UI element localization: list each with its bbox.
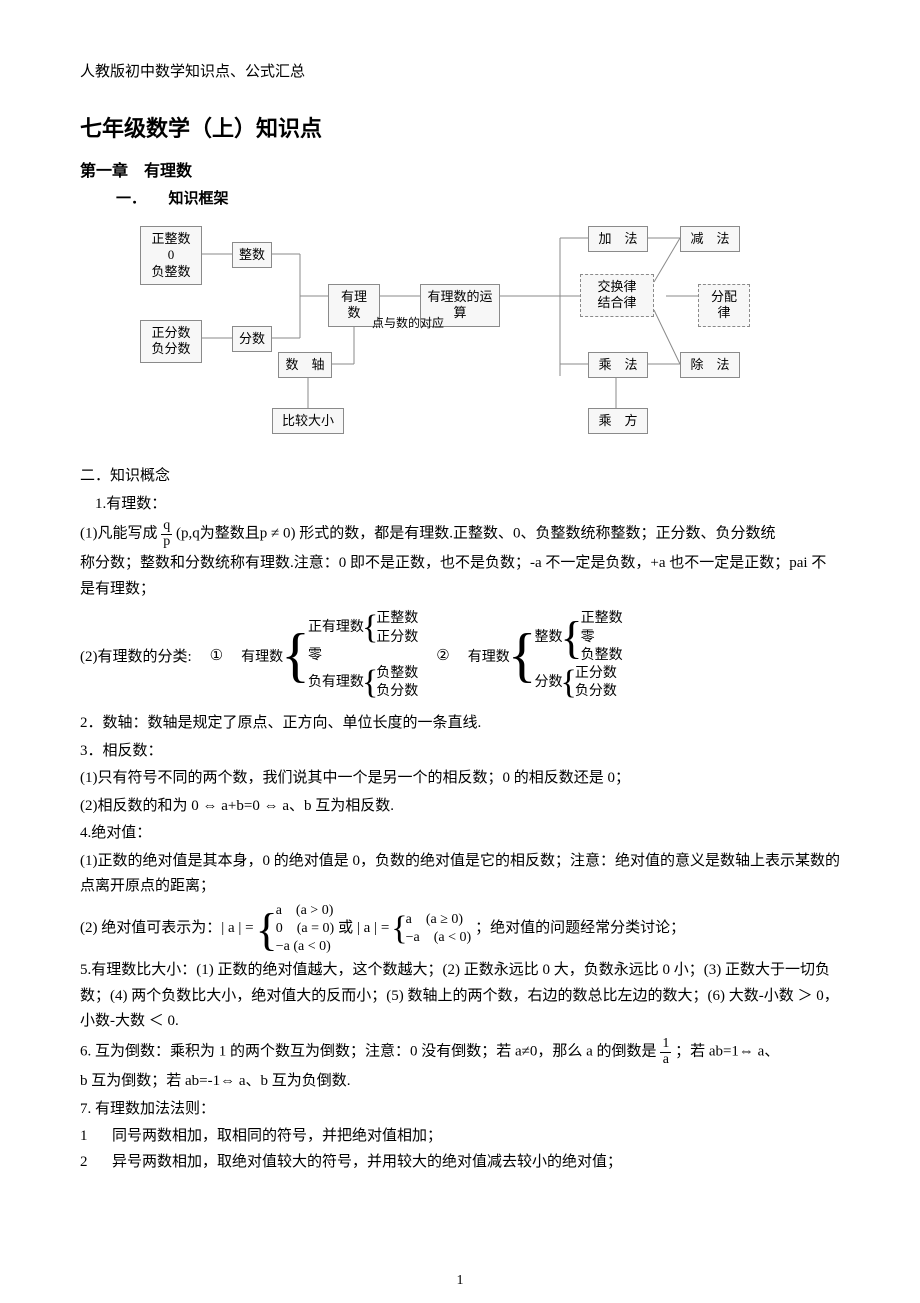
classification-row: (2)有理数的分类: ① 有理数 { 正有理数 { 正整数 正分数 零 [80, 610, 840, 701]
frac-1-over-a: 1 a [660, 1037, 671, 1067]
list-num-2: 2 [80, 1150, 112, 1176]
p1b: 称分数；整数和分数统称有理数.注意：0 即不是正数，也不是负数；-a 不一定是负… [80, 551, 840, 602]
class-two: 有理数 { 整数 { 正整数 零 负整数 分数 { [468, 610, 623, 701]
p3a: (1)只有符号不同的两个数，我们说其中一个是另一个的相反数；0 的相反数还是 0… [80, 766, 840, 792]
zero-1: 零 [308, 647, 418, 665]
abs-piecewise-1: { a (a > 0) 0 (a = 0) −a (a < 0) [258, 902, 335, 957]
p5: 5.有理数比大小：(1) 正数的绝对值越大，这个数越大；(2) 正数永远比 0 … [80, 958, 840, 1035]
pos-rational: 正有理数 [308, 619, 364, 637]
list-num-1: 1 [80, 1124, 112, 1150]
class-two-label: ② [436, 646, 449, 665]
neg-frac-1: 负分数 [376, 683, 418, 701]
box-integers-list: 正整数0负整数 [140, 226, 202, 285]
class-root-1: 有理数 [241, 646, 283, 666]
p2: 2．数轴：数轴是规定了原点、正方向、单位长度的一条直线. [80, 711, 840, 737]
p4b-pre: (2) 绝对值可表示为：| a | = [80, 916, 254, 942]
box-number-line: 数 轴 [278, 352, 332, 378]
addition-rules-list: 1 同号两数相加，取相同的符号，并把绝对值相加； 2 异号两数相加，取绝对值较大… [80, 1124, 840, 1175]
p3: 3．相反数： [80, 739, 840, 765]
p7a: 同号两数相加，取相同的符号，并把绝对值相加； [112, 1124, 442, 1150]
abs2-r1: a (a ≥ 0) [406, 911, 472, 929]
label-point-number: 点与数的对应 [372, 314, 444, 331]
p3b: (2)相反数的和为 0 ⇔ a+b=0 ⇔ a、b 互为相反数. [80, 794, 840, 820]
p6b: b 互为倒数；若 ab=-1⇔ a、b 互为负倒数. [80, 1069, 840, 1095]
neg-frac-2: 负分数 [575, 683, 617, 701]
box-fractions-list: 正分数负分数 [140, 320, 202, 363]
frac-numer: q [161, 519, 172, 535]
class-one: 有理数 { 正有理数 { 正整数 正分数 零 负有理数 { [241, 610, 418, 701]
class-label: (2)有理数的分类: [80, 645, 192, 666]
frac-2: 分数 [535, 674, 563, 692]
neg-int-2: 负整数 [581, 647, 623, 665]
class-one-label: ① [210, 646, 223, 665]
box-laws: 交换律结合律 [580, 274, 654, 317]
p6-pre: 6. 互为倒数：乘积为 1 的两个数互为倒数；注意：0 没有倒数；若 a≠0，那… [80, 1044, 660, 1060]
box-power: 乘 方 [588, 408, 648, 434]
p1a: (1)凡能写成 q p (p,q为整数且p ≠ 0) 形式的数，都是有理数.正整… [80, 519, 840, 549]
pos-int-1: 正整数 [376, 610, 418, 628]
box-fractions: 分数 [232, 326, 272, 352]
frac-denom: p [161, 535, 172, 550]
knowledge-diagram: 正整数0负整数 整数 正分数负分数 分数 有理数 有理数的运算 点与数的对应 数… [140, 216, 780, 446]
page: 人教版初中数学知识点、公式汇总 七年级数学（上）知识点 第一章 有理数 一． 知… [0, 0, 920, 1303]
p1a-post: (p,q为整数且p ≠ 0) 形式的数，都是有理数.正整数、0、负整数统称整数；… [176, 526, 775, 542]
p1: 1.有理数： [80, 492, 840, 518]
abs2-r2: −a (a < 0) [406, 929, 472, 947]
p7: 7. 有理数加法法则： [80, 1097, 840, 1123]
frac-1-n: 1 [660, 1037, 671, 1053]
pos-int-2: 正整数 [581, 610, 623, 628]
box-mul: 乘 法 [588, 352, 648, 378]
abs-piecewise-2: { a (a ≥ 0) −a (a < 0) [393, 911, 471, 947]
title: 七年级数学（上）知识点 [80, 111, 840, 143]
list-item: 1 同号两数相加，取相同的符号，并把绝对值相加； [80, 1124, 840, 1150]
p4: 4.绝对值： [80, 821, 840, 847]
box-integers: 整数 [232, 242, 272, 268]
p6-post: ；若 ab=1⇔ a、 [675, 1044, 779, 1060]
p7b: 异号两数相加，取绝对值较大的符号，并用较大的绝对值减去较小的绝对值； [112, 1150, 622, 1176]
p1a-pre: (1)凡能写成 [80, 526, 161, 542]
p4b-mid: 或 | a | = [338, 916, 389, 942]
box-distributive: 分配律 [698, 284, 750, 327]
section-1-heading: 一． 知识框架 [116, 187, 840, 208]
neg-rational: 负有理数 [308, 674, 364, 692]
box-compare: 比较大小 [272, 408, 344, 434]
section-2-heading: 二．知识概念 [80, 464, 840, 490]
class-root-2: 有理数 [468, 646, 510, 666]
p4b: (2) 绝对值可表示为：| a | = { a (a > 0) 0 (a = 0… [80, 902, 840, 957]
p6: 6. 互为倒数：乘积为 1 的两个数互为倒数；注意：0 没有倒数；若 a≠0，那… [80, 1037, 840, 1067]
box-add: 加 法 [588, 226, 648, 252]
pos-frac-2: 正分数 [575, 665, 617, 683]
page-number: 1 [0, 1273, 920, 1289]
pos-frac-1: 正分数 [376, 629, 418, 647]
p4a: (1)正数的绝对值是其本身，0 的绝对值是 0，负数的绝对值是它的相反数；注意：… [80, 849, 840, 900]
abs1-r1: a (a > 0) [276, 902, 334, 920]
p4b-post: ；绝对值的问题经常分类讨论； [475, 916, 685, 942]
chapter-heading: 第一章 有理数 [80, 157, 840, 181]
top-note: 人教版初中数学知识点、公式汇总 [80, 60, 840, 81]
zero-2: 零 [581, 629, 623, 647]
frac-q-over-p: q p [161, 519, 172, 549]
neg-int-1: 负整数 [376, 665, 418, 683]
box-div: 除 法 [680, 352, 740, 378]
int-2: 整数 [535, 629, 563, 647]
box-sub: 减 法 [680, 226, 740, 252]
abs1-r2: 0 (a = 0) [276, 920, 334, 938]
abs1-r3: −a (a < 0) [276, 938, 334, 956]
list-item: 2 异号两数相加，取绝对值较大的符号，并用较大的绝对值减去较小的绝对值； [80, 1150, 840, 1176]
frac-1-d: a [660, 1053, 671, 1068]
